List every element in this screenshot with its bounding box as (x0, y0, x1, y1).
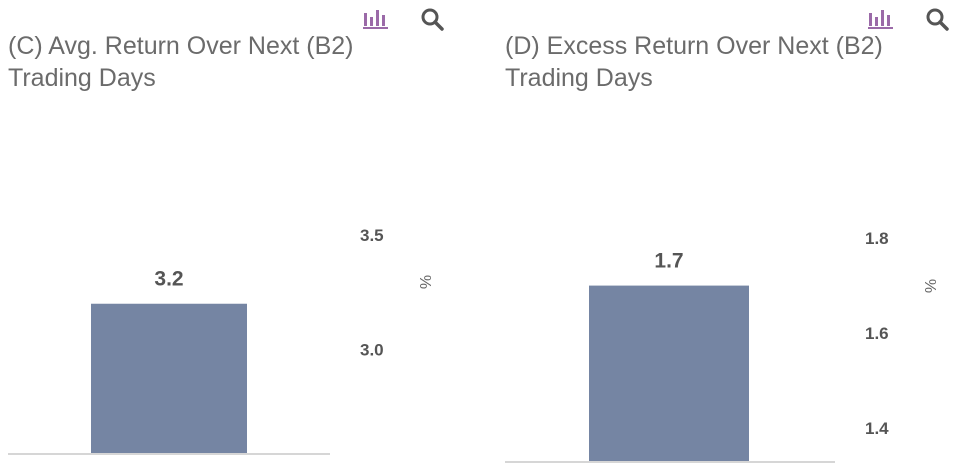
bar-chart-d: 1.7 1.4 1.6 1.8% (505, 229, 938, 463)
y-tick-label: 1.6 (865, 324, 889, 343)
data-label: 3.2 (154, 268, 183, 291)
y-tick-label: 1.8 (865, 229, 889, 248)
y-axis-label: % (416, 275, 433, 289)
magnifier-icon[interactable] (923, 6, 951, 32)
magnifier-icon[interactable] (418, 6, 446, 32)
y-tick-label: 3.5 (360, 226, 384, 245)
chart-title-line-2: Trading Days (505, 64, 653, 92)
y-tick-label: 3.0 (360, 341, 384, 360)
chart-title: (C) Avg. Return Over Next (B2) Trading D… (8, 30, 428, 94)
bar-chart-c: 3.2 3.0 3.5% (8, 226, 433, 455)
bar-chart-icon[interactable] (362, 6, 390, 32)
chart-title-line-2: Trading Days (8, 64, 156, 92)
bar (91, 303, 247, 453)
y-tick-label: 1.4 (865, 419, 889, 438)
chart-title: (D) Excess Return Over Next (B2) Trading… (505, 30, 925, 94)
chart-panel-c: (C) Avg. Return Over Next (B2) Trading D… (8, 6, 446, 455)
chart-title-line-1: (C) Avg. Return Over Next (B2) (8, 32, 354, 60)
bar-chart-icon[interactable] (867, 6, 895, 32)
chart-title-line-1: (D) Excess Return Over Next (B2) (505, 32, 883, 60)
data-label: 1.7 (654, 250, 683, 273)
chart-panel-d: (D) Excess Return Over Next (B2) Trading… (479, 0, 958, 470)
y-axis-label: % (921, 279, 938, 293)
bar (589, 285, 749, 461)
